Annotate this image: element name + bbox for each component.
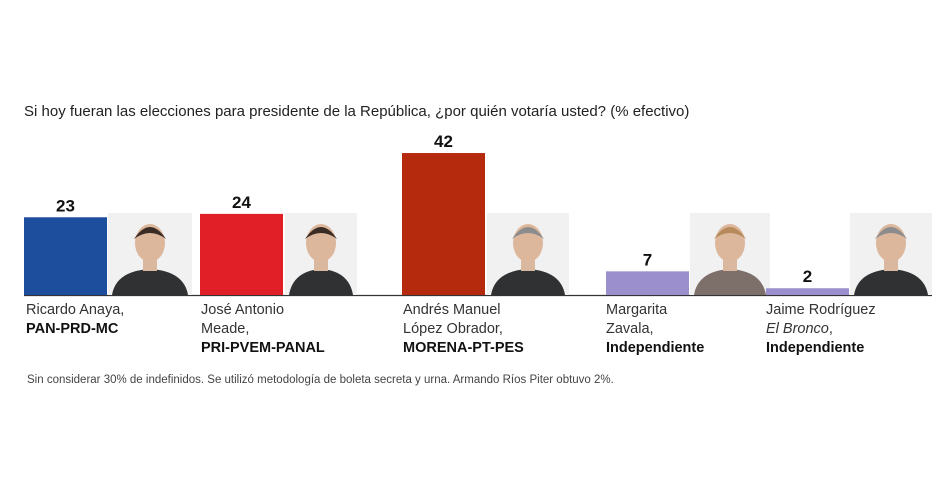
bar-5 [766,288,849,295]
candidate-name: Andrés Manuel [403,302,501,318]
jaime-rodriguez-photo [850,213,932,295]
bar-2 [200,213,283,295]
candidate-name: Ricardo Anaya, [26,302,125,318]
ricardo-anaya-photo [108,213,192,295]
bar-1 [24,217,107,295]
andres-manuel-lopez-obrador-photo [487,213,569,295]
candidate-name: Jaime Rodríguez [766,302,876,318]
data-label-4: 7 [643,250,652,269]
data-label-2: 24 [232,193,251,212]
candidate-label-anaya: Ricardo Anaya, PAN-PRD-MC [26,301,124,339]
candidate-party: PRI-PVEM-PANAL [201,340,325,356]
chart-title: Si hoy fueran las elecciones para presid… [24,103,690,120]
candidate-name: Zavala, [606,321,654,337]
candidate-label-zavala: Margarita Zavala, Independiente [606,301,704,358]
candidate-name: Meade, [201,321,250,337]
candidate-label-meade: José Antonio Meade, PRI-PVEM-PANAL [201,301,325,358]
jose-antonio-meade-photo [285,213,357,295]
candidate-party: MORENA-PT-PES [403,340,524,356]
footnote: Sin considerar 30% de indefinidos. Se ut… [27,374,614,386]
bar-3 [402,153,485,295]
candidate-party: Independiente [606,340,705,356]
candidate-party: Independiente [766,340,865,356]
bar-4 [606,271,689,295]
data-label-1: 23 [56,196,75,215]
data-label-3: 42 [434,132,453,151]
candidate-label-rodriguez: Jaime Rodríguez El Bronco, Independiente [766,301,876,358]
candidate-name: López Obrador, [403,321,503,337]
candidate-alias: El Bronco [766,321,829,337]
candidate-name: José Antonio [201,302,285,318]
candidate-label-lopez-obrador: Andrés Manuel López Obrador, MORENA-PT-P… [403,301,524,358]
margarita-zavala-photo [690,213,770,295]
alias-comma: , [828,321,833,337]
candidate-name: Margarita [606,302,668,318]
candidate-party: PAN-PRD-MC [26,321,119,337]
data-label-5: 2 [803,267,812,286]
